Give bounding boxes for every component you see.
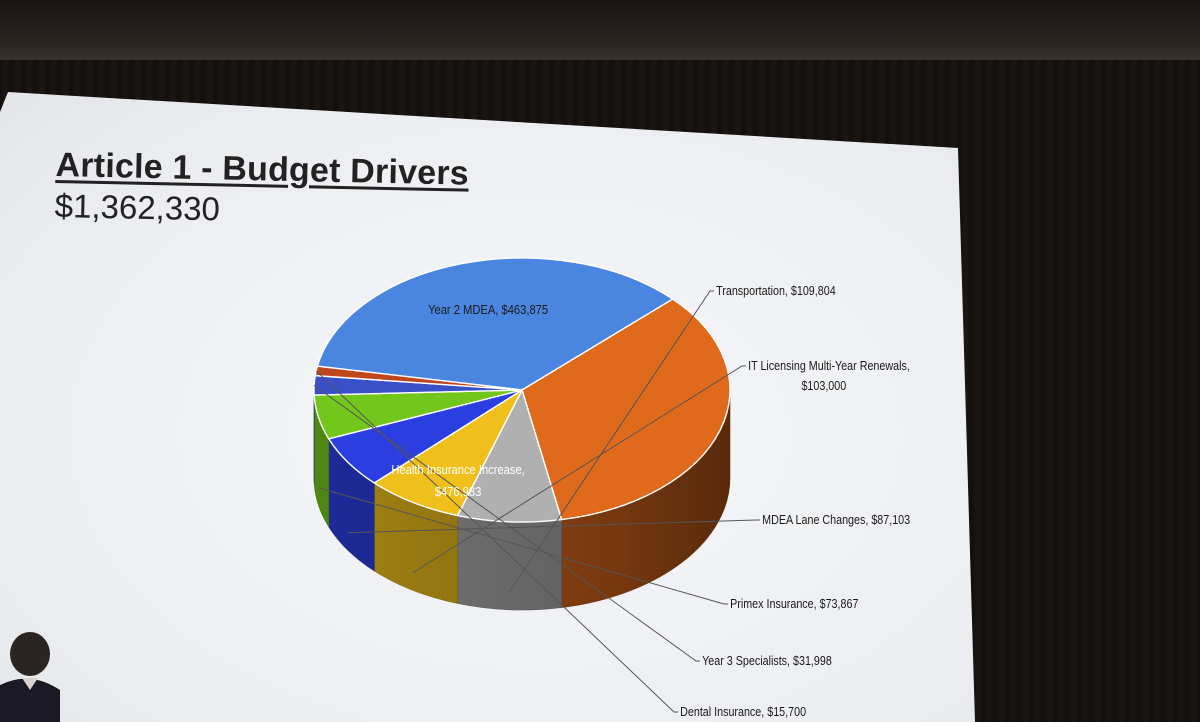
pie-label-mdea-lane-changes: MDEA Lane Changes, $87,103 (762, 513, 910, 527)
pie-label-health-insurance-increase: Health Insurance Increase, $476,983 (391, 462, 524, 499)
pie-slice-it-licensing-multi-year-renewals (372, 388, 524, 517)
pie-label-dental-insurance: Dental Insurance, $15,700 (680, 705, 806, 719)
pie-leader-year-3-specialists (313, 384, 700, 662)
pie-side-shading (314, 390, 730, 610)
pie-label-year-2-mdea: Year 2 MDEA, $463,875 (428, 302, 548, 317)
pie-leader-it-licensing-multi-year-renewals (412, 365, 746, 574)
pie-leader-dental-insurance (315, 370, 678, 713)
pie-label-primex-insurance: Primex Insurance, $73,867 (730, 597, 858, 611)
pie-label-it-licensing-multi-year-renewals: IT Licensing Multi-Year Renewals, $103,00… (748, 359, 910, 393)
pie-slice-year-2-mdea (521, 298, 731, 521)
pie-label-transportation: Transportation, $109,804 (716, 284, 836, 298)
pie-leader-transportation (508, 290, 714, 593)
pie-slice-transportation (456, 388, 563, 523)
pie-label-year-3-specialists: Year 3 Specialists, $31,998 (702, 654, 832, 668)
pie-slice-health-insurance-increase (316, 257, 675, 391)
pie-slice-dental-insurance (314, 365, 523, 391)
pie-leader-mdea-lane-changes (347, 519, 760, 534)
pie-leader-primex-insurance (318, 487, 728, 605)
presenter-silhouette (0, 632, 60, 722)
stage-valance (0, 0, 1200, 60)
